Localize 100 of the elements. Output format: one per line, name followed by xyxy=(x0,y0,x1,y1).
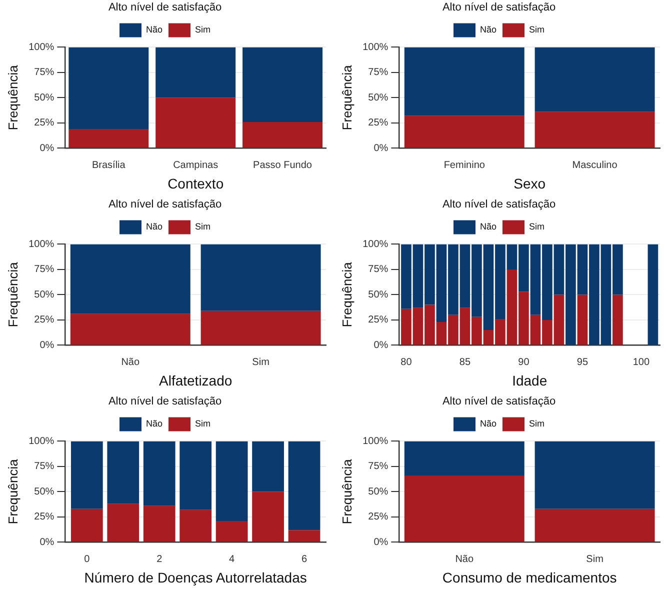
bar xyxy=(404,441,524,476)
bar xyxy=(534,47,655,112)
x-tick-label: Sim xyxy=(252,356,270,368)
y-tick-label: 100% xyxy=(28,42,54,53)
x-tick-label: 80 xyxy=(400,356,412,368)
x-tick-label: 85 xyxy=(459,356,471,368)
x-tick-label: Masculino xyxy=(572,160,618,171)
x-tick-label: 90 xyxy=(518,356,530,368)
y-tick-label: 25% xyxy=(34,118,54,129)
bar xyxy=(404,476,524,542)
legend-label: Sim xyxy=(195,24,211,35)
bar xyxy=(534,441,655,509)
bar xyxy=(242,47,323,122)
legend-title: Alto nível de satisfação xyxy=(442,396,556,408)
y-tick-label: 75% xyxy=(368,264,388,276)
bar xyxy=(107,441,140,504)
x-tick-label: 0 xyxy=(84,554,90,565)
x-tick-label: 100 xyxy=(632,356,650,368)
x-axis-title: Sexo xyxy=(514,175,546,192)
x-tick-label: Brasília xyxy=(92,160,126,171)
legend-label: Não xyxy=(480,24,497,35)
y-tick-label: 0% xyxy=(374,536,388,548)
legend-label: Não xyxy=(146,418,163,429)
y-axis-title: Frequência xyxy=(339,458,354,524)
y-tick-label: 50% xyxy=(34,92,54,104)
legend-label: Sim xyxy=(195,418,211,429)
x-tick-label: 95 xyxy=(576,356,588,368)
y-tick-label: 75% xyxy=(368,461,388,472)
x-tick-label: Feminino xyxy=(444,160,486,171)
bar xyxy=(216,520,248,542)
bar xyxy=(216,441,248,521)
x-axis-title: Alfatetizado xyxy=(159,372,232,388)
legend-title: Alto nível de satisfação xyxy=(108,198,222,211)
y-axis-title: Frequência xyxy=(5,64,20,130)
y-tick-label: 75% xyxy=(34,67,54,78)
y-tick-label: 100% xyxy=(28,436,54,447)
y-axis-title: Frequência xyxy=(5,458,20,524)
y-tick-label: 25% xyxy=(368,118,388,129)
x-tick-label: Sim xyxy=(586,554,604,565)
y-tick-label: 75% xyxy=(34,461,54,472)
bar xyxy=(143,441,176,506)
bar xyxy=(143,506,176,542)
bar xyxy=(534,112,655,148)
legend-label: Não xyxy=(146,222,163,232)
bar xyxy=(252,492,284,542)
x-tick-label: Campinas xyxy=(173,160,218,171)
bar xyxy=(288,530,320,542)
bar xyxy=(68,129,149,148)
legend-label: Sim xyxy=(529,222,545,232)
y-tick-label: 100% xyxy=(28,238,54,250)
x-axis-title: Idade xyxy=(512,372,548,388)
bar xyxy=(200,244,321,311)
bar xyxy=(70,441,103,509)
legend-label: Sim xyxy=(529,24,545,35)
y-tick-label: 50% xyxy=(368,289,388,300)
bar xyxy=(70,244,190,314)
legend-label: Sim xyxy=(529,418,545,429)
y-tick-label: 75% xyxy=(368,67,388,78)
legend-title: Alto nível de satisfação xyxy=(108,2,222,14)
x-tick-label: Não xyxy=(121,356,140,368)
legend-title: Alto nível de satisfação xyxy=(442,198,556,211)
y-tick-label: 100% xyxy=(362,42,388,53)
y-tick-label: 50% xyxy=(368,486,388,498)
y-tick-label: 75% xyxy=(34,264,54,276)
bar xyxy=(612,294,623,345)
bar xyxy=(156,98,236,148)
bar xyxy=(252,441,284,492)
y-tick-label: 25% xyxy=(34,314,54,326)
y-tick-label: 25% xyxy=(368,314,388,326)
bar xyxy=(577,294,588,345)
bar xyxy=(70,508,103,542)
legend-label: Não xyxy=(146,24,163,35)
y-tick-label: 0% xyxy=(40,536,54,548)
legend-label: Não xyxy=(480,222,497,232)
bar xyxy=(156,47,236,98)
legend-title: Alto nível de satisfação xyxy=(442,2,556,14)
y-tick-label: 50% xyxy=(34,486,54,498)
x-axis-title: Número de Doenças Autorrelatadas xyxy=(84,569,307,586)
x-tick-label: 4 xyxy=(229,554,236,565)
bar xyxy=(404,116,524,148)
bar xyxy=(180,441,212,510)
bar xyxy=(68,47,149,130)
bar xyxy=(242,122,323,148)
y-tick-label: 0% xyxy=(40,340,54,351)
x-axis-title: Consumo de medicamentos xyxy=(442,569,617,586)
x-tick-label: Passo Fundo xyxy=(253,160,312,171)
legend-label: Não xyxy=(480,418,497,429)
bar xyxy=(404,47,524,116)
bar xyxy=(534,508,655,542)
bar xyxy=(107,504,140,542)
y-axis-title: Frequência xyxy=(5,261,20,328)
y-tick-label: 25% xyxy=(34,512,54,523)
x-axis-title: Contexto xyxy=(168,175,224,192)
bar xyxy=(180,510,212,542)
y-tick-label: 0% xyxy=(374,142,388,154)
bar xyxy=(200,310,321,345)
legend-title: Alto nível de satisfação xyxy=(108,396,222,408)
y-tick-label: 50% xyxy=(34,289,54,300)
bar xyxy=(70,314,190,345)
y-tick-label: 50% xyxy=(368,92,388,104)
